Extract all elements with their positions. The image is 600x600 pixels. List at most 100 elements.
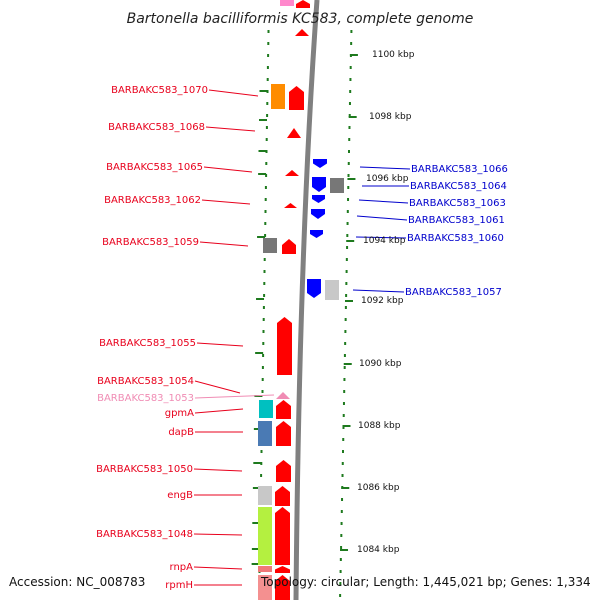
gene-label[interactable]: BARBAKC583_1061 bbox=[408, 215, 505, 226]
tick-major bbox=[342, 425, 351, 427]
gene-label[interactable]: BARBAKC583_1055 bbox=[99, 338, 196, 349]
tick-dot bbox=[341, 498, 344, 501]
gene-arrow-forward bbox=[276, 421, 291, 446]
gene-label[interactable]: engB bbox=[167, 490, 193, 501]
tick-major bbox=[340, 549, 349, 551]
feature-tracks bbox=[258, 0, 344, 600]
tick-dot bbox=[262, 330, 265, 333]
tick-dot bbox=[349, 90, 352, 93]
tick-dot bbox=[346, 222, 349, 225]
gene-arrow-forward bbox=[289, 86, 304, 110]
tick-dot bbox=[347, 174, 350, 177]
tick-dot bbox=[340, 510, 343, 513]
tick-dot bbox=[265, 138, 268, 141]
map-title: Bartonella bacilliformis KC583, complete… bbox=[127, 11, 474, 27]
tick-dot bbox=[347, 186, 350, 189]
tick-dot bbox=[341, 474, 344, 477]
gene-label[interactable]: BARBAKC583_1059 bbox=[102, 237, 199, 248]
tick-dot bbox=[341, 462, 344, 465]
tick-dot bbox=[348, 138, 351, 141]
gene-label[interactable]: rnpA bbox=[170, 562, 194, 573]
gene-label[interactable]: gpmA bbox=[165, 408, 194, 419]
tick-major bbox=[258, 150, 267, 152]
tick-major bbox=[251, 548, 260, 550]
gene-label[interactable]: BARBAKC583_1068 bbox=[108, 122, 205, 133]
tick-dot bbox=[266, 102, 269, 105]
tick-dot bbox=[340, 534, 343, 537]
gene-label[interactable]: BARBAKC583_1064 bbox=[410, 181, 507, 192]
gene-label[interactable]: BARBAKC583_1057 bbox=[405, 287, 502, 298]
gene-arrow-forward bbox=[275, 575, 290, 600]
kbp-label: 1096 kbp bbox=[366, 174, 409, 184]
right-gene-labels: BARBAKC583_1066 BARBAKC583_1064 BARBAKC5… bbox=[405, 164, 508, 298]
tick-dot bbox=[343, 378, 346, 381]
tick-major bbox=[259, 119, 268, 121]
kbp-label: 1100 kbp bbox=[372, 50, 415, 60]
gene-label[interactable]: BARBAKC583_1048 bbox=[96, 529, 193, 540]
tick-dot bbox=[346, 234, 349, 237]
tick-dot bbox=[345, 282, 348, 285]
tick-major bbox=[251, 563, 260, 565]
gene-arrow-forward bbox=[282, 239, 296, 254]
tick-major bbox=[253, 428, 262, 430]
tick-dot bbox=[344, 330, 347, 333]
left-gene-labels: BARBAKC583_1070 BARBAKC583_1068 BARBAKC5… bbox=[96, 85, 208, 591]
gene-arrow-small bbox=[285, 170, 299, 176]
kbp-label: 1086 kbp bbox=[357, 483, 400, 493]
tick-dot bbox=[340, 522, 343, 525]
gene-arrow-reverse bbox=[313, 159, 327, 168]
tick-dot bbox=[345, 258, 348, 261]
tick-dot bbox=[344, 342, 347, 345]
tick-dot bbox=[339, 594, 342, 597]
tick-major bbox=[258, 173, 267, 175]
label-leader-line bbox=[205, 126, 256, 132]
tick-dot bbox=[343, 366, 346, 369]
gene-label[interactable]: BARBAKC583_1053 bbox=[97, 393, 194, 404]
gene-label[interactable]: BARBAKC583_1066 bbox=[411, 164, 508, 175]
tick-dot bbox=[348, 150, 350, 153]
tick-major bbox=[347, 178, 356, 180]
gene-label[interactable]: BARBAKC583_1060 bbox=[407, 233, 504, 244]
tick-dot bbox=[260, 474, 263, 477]
gene-arrow-reverse bbox=[311, 209, 325, 219]
kbp-label: 1084 kbp bbox=[357, 545, 400, 555]
tick-dot bbox=[350, 42, 353, 45]
tick-dot bbox=[264, 186, 267, 189]
tick-dot bbox=[262, 318, 265, 321]
tick-dot bbox=[266, 114, 269, 117]
kbp-label: 1094 kbp bbox=[363, 236, 406, 246]
tick-dot bbox=[342, 414, 345, 417]
gene-arrow-reverse bbox=[307, 279, 321, 298]
cog-box bbox=[258, 421, 272, 446]
gene-arrow-reverse bbox=[312, 195, 325, 203]
tick-dot bbox=[261, 390, 264, 393]
tick-dot bbox=[347, 162, 350, 165]
tick-dot bbox=[342, 438, 345, 441]
tick-dot bbox=[266, 78, 269, 81]
label-leader-line bbox=[356, 215, 408, 221]
tick-major bbox=[255, 352, 264, 354]
gene-arrow-forward bbox=[296, 0, 310, 8]
tick-dot bbox=[348, 126, 351, 129]
gene-label[interactable]: BARBAKC583_1050 bbox=[96, 464, 193, 475]
tick-major bbox=[343, 363, 352, 365]
tick-dot bbox=[266, 66, 269, 69]
tick-dot bbox=[267, 30, 270, 33]
tick-dot bbox=[262, 342, 265, 345]
label-leader-line bbox=[355, 236, 407, 239]
tick-major bbox=[346, 240, 355, 242]
gene-label[interactable]: BARBAKC583_1054 bbox=[97, 376, 194, 387]
tick-dot bbox=[262, 306, 265, 309]
tick-major bbox=[341, 487, 350, 489]
gene-label[interactable]: BARBAKC583_1065 bbox=[106, 162, 203, 173]
tick-dot bbox=[346, 246, 349, 249]
gene-label[interactable]: rpmH bbox=[165, 580, 193, 591]
gene-label[interactable]: BARBAKC583_1062 bbox=[104, 195, 201, 206]
tick-dot bbox=[345, 294, 348, 297]
tick-dot bbox=[342, 402, 345, 405]
cog-box bbox=[258, 486, 272, 505]
gene-label[interactable]: BARBAKC583_1070 bbox=[111, 85, 208, 96]
gene-label[interactable]: dapB bbox=[168, 427, 194, 438]
gene-label[interactable]: BARBAKC583_1063 bbox=[409, 198, 506, 209]
